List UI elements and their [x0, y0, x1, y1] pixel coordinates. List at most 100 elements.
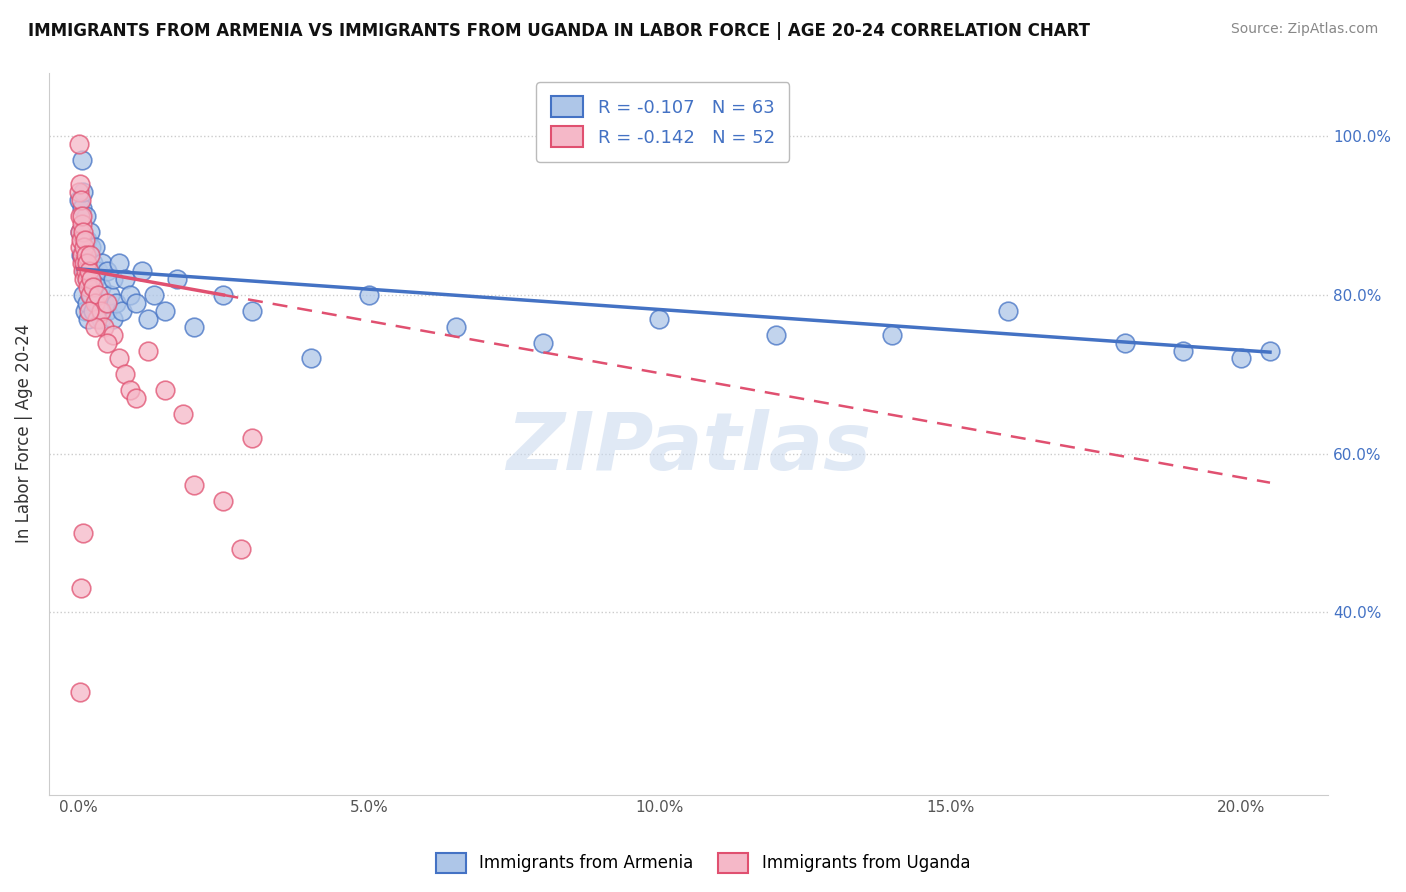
Point: [67, 137, 90, 152]
Point: [79, 225, 101, 239]
Point: [73, 264, 96, 278]
Point: [1171, 343, 1194, 358]
Text: ZIPatlas: ZIPatlas: [506, 409, 872, 487]
Point: [75, 209, 97, 223]
Point: [111, 304, 134, 318]
Point: [242, 304, 264, 318]
Point: [86, 311, 108, 326]
Point: [183, 478, 205, 492]
Point: [69, 177, 91, 191]
Point: [67, 193, 90, 207]
Point: [70, 248, 93, 262]
Point: [72, 526, 94, 541]
Point: [87, 288, 110, 302]
Point: [1258, 343, 1281, 358]
Point: [765, 327, 787, 342]
Point: [997, 304, 1019, 318]
Point: [79, 272, 101, 286]
Point: [98, 288, 121, 302]
Point: [82, 280, 104, 294]
Point: [93, 319, 115, 334]
Point: [212, 288, 235, 302]
Point: [125, 296, 148, 310]
Point: [107, 351, 129, 366]
Point: [101, 327, 124, 342]
Point: [299, 351, 322, 366]
Point: [70, 582, 93, 596]
Point: [120, 288, 142, 302]
Point: [166, 272, 188, 286]
Point: [107, 256, 129, 270]
Point: [76, 272, 98, 286]
Point: [77, 264, 100, 278]
Point: [155, 383, 177, 397]
Point: [101, 311, 124, 326]
Legend: R = -0.107   N = 63, R = -0.142   N = 52: R = -0.107 N = 63, R = -0.142 N = 52: [537, 82, 789, 161]
Point: [96, 335, 118, 350]
Point: [70, 209, 93, 223]
Point: [114, 272, 136, 286]
Text: IMMIGRANTS FROM ARMENIA VS IMMIGRANTS FROM UGANDA IN LABOR FORCE | AGE 20-24 COR: IMMIGRANTS FROM ARMENIA VS IMMIGRANTS FR…: [28, 22, 1090, 40]
Text: Source: ZipAtlas.com: Source: ZipAtlas.com: [1230, 22, 1378, 37]
Point: [73, 233, 96, 247]
Point: [70, 193, 93, 207]
Point: [357, 288, 380, 302]
Point: [242, 431, 264, 445]
Point: [72, 225, 94, 239]
Point: [229, 541, 252, 556]
Point: [77, 280, 100, 294]
Point: [96, 304, 118, 318]
Point: [82, 256, 104, 270]
Point: [72, 185, 94, 199]
Point: [79, 248, 101, 262]
Point: [73, 233, 96, 247]
Point: [76, 256, 98, 270]
Point: [531, 335, 554, 350]
Point: [79, 288, 101, 302]
Point: [1230, 351, 1253, 366]
Point: [77, 304, 100, 318]
Point: [70, 153, 93, 168]
Point: [104, 296, 127, 310]
Point: [69, 225, 91, 239]
Point: [70, 256, 93, 270]
Point: [212, 494, 235, 508]
Point: [80, 240, 103, 254]
Point: [120, 383, 142, 397]
Point: [69, 225, 91, 239]
Point: [84, 319, 107, 334]
Point: [1114, 335, 1136, 350]
Point: [91, 256, 114, 270]
Point: [72, 288, 94, 302]
Point: [70, 233, 93, 247]
Point: [84, 296, 107, 310]
Point: [73, 304, 96, 318]
Point: [136, 311, 159, 326]
Point: [76, 233, 98, 247]
Point: [125, 391, 148, 405]
Point: [90, 311, 112, 326]
Point: [73, 272, 96, 286]
Point: [75, 264, 97, 278]
Point: [70, 217, 93, 231]
Point: [69, 240, 91, 254]
Point: [76, 296, 98, 310]
Point: [76, 272, 98, 286]
Point: [75, 256, 97, 270]
Point: [96, 296, 118, 310]
Point: [75, 248, 97, 262]
Point: [96, 264, 118, 278]
Point: [444, 319, 467, 334]
Point: [84, 272, 107, 286]
Point: [155, 304, 177, 318]
Point: [73, 256, 96, 270]
Point: [142, 288, 165, 302]
Point: [86, 296, 108, 310]
Y-axis label: In Labor Force | Age 20-24: In Labor Force | Age 20-24: [15, 324, 32, 543]
Point: [80, 288, 103, 302]
Point: [70, 248, 93, 262]
Point: [77, 311, 100, 326]
Point: [90, 304, 112, 318]
Point: [87, 264, 110, 278]
Point: [136, 343, 159, 358]
